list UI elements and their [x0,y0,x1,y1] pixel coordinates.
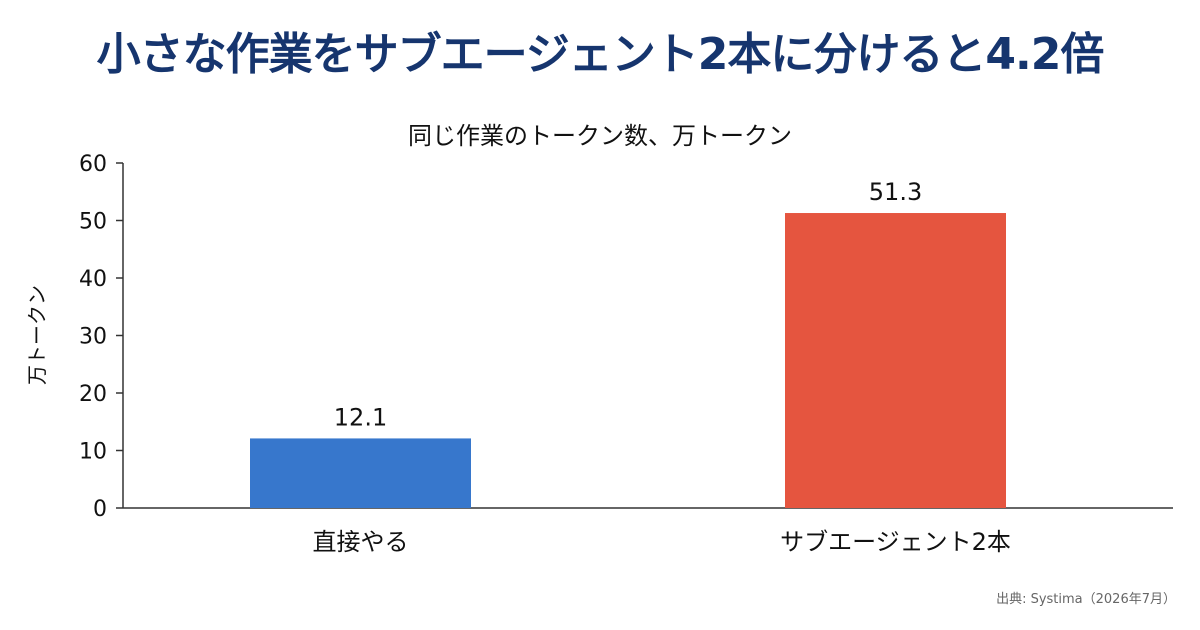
bar-value-label: 12.1 [334,403,387,431]
y-tick-label: 20 [79,382,107,407]
x-category-label: 直接やる [313,528,409,556]
y-tick-label: 40 [79,267,107,292]
y-tick-label: 0 [93,497,107,522]
y-tick-label: 60 [79,152,107,177]
y-tick-label: 50 [79,210,107,235]
source-note: 出典: Systima（2026年7月） [996,592,1176,607]
bar-direct [250,438,471,508]
chart-title: 同じ作業のトークン数、万トークン [408,122,792,150]
headline: 小さな作業をサブエージェント2本に分けると4.2倍 [96,29,1105,80]
bar-value-label: 51.3 [869,178,922,206]
bars: 12.1 直接やる 51.3 サブエージェント2本 [250,178,1011,556]
y-ticks: 0 10 20 30 40 50 60 [79,152,123,522]
bar-subagent [785,213,1006,508]
y-tick-label: 10 [79,440,107,465]
y-tick-label: 30 [79,325,107,350]
x-category-label: サブエージェント2本 [780,528,1011,556]
y-axis-label: 万トークン [25,285,49,385]
